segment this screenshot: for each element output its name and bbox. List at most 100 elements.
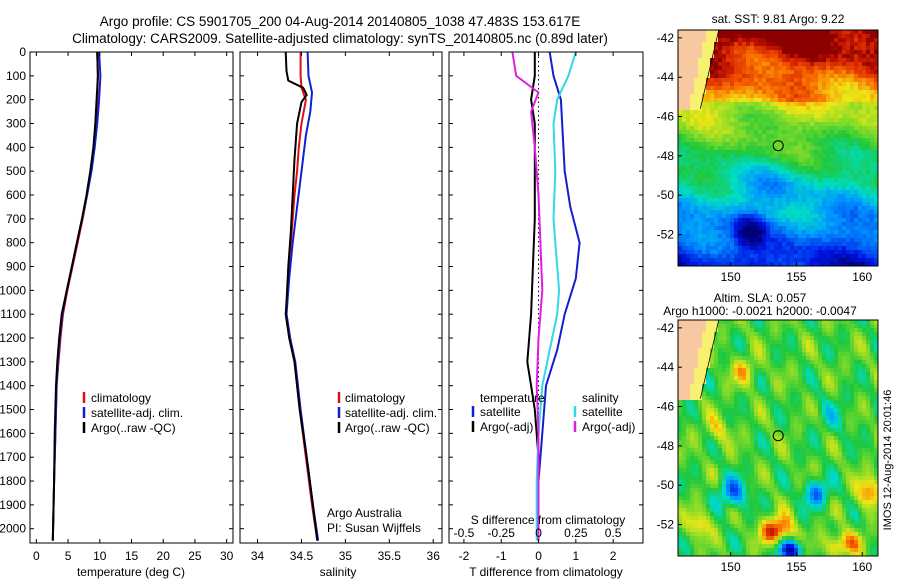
map-cell bbox=[842, 114, 847, 119]
map-cell bbox=[846, 332, 851, 337]
map-cell bbox=[742, 416, 747, 421]
map-cell bbox=[702, 74, 707, 79]
map-cell bbox=[762, 210, 767, 215]
map-cell bbox=[850, 254, 855, 259]
map-cell bbox=[834, 186, 839, 191]
map-cell bbox=[706, 94, 711, 99]
map-cell bbox=[738, 42, 743, 47]
map-cell bbox=[730, 238, 735, 243]
map-cell bbox=[798, 368, 803, 373]
map-cell bbox=[698, 186, 703, 191]
map-cell bbox=[794, 46, 799, 51]
map-cell bbox=[866, 368, 871, 373]
map-cell bbox=[754, 178, 759, 183]
map-cell bbox=[742, 420, 747, 425]
map-cell bbox=[870, 348, 875, 353]
map-cell bbox=[866, 98, 871, 103]
map-cell bbox=[758, 118, 763, 123]
map-cell bbox=[866, 226, 871, 231]
map-cell bbox=[822, 444, 827, 449]
map-cell bbox=[810, 392, 815, 397]
map-cell bbox=[830, 174, 835, 179]
map-cell bbox=[850, 420, 855, 425]
map-cell bbox=[678, 194, 683, 199]
map-cell bbox=[686, 412, 691, 417]
map-cell bbox=[810, 246, 815, 251]
map-cell bbox=[682, 114, 687, 119]
map-cell bbox=[786, 420, 791, 425]
map-cell bbox=[694, 352, 699, 357]
map-cell bbox=[830, 364, 835, 369]
map-cell bbox=[850, 440, 855, 445]
map-cell bbox=[830, 182, 835, 187]
map-cell bbox=[838, 210, 843, 215]
map-cell bbox=[822, 364, 827, 369]
map-cell bbox=[750, 166, 755, 171]
map-cell bbox=[786, 134, 791, 139]
map-cell bbox=[802, 416, 807, 421]
map-cell bbox=[818, 348, 823, 353]
map-cell bbox=[742, 178, 747, 183]
map-cell bbox=[690, 420, 695, 425]
map-cell bbox=[786, 186, 791, 191]
map-cell bbox=[738, 82, 743, 87]
map-cell bbox=[770, 230, 775, 235]
map-cell bbox=[778, 238, 783, 243]
map-cell bbox=[710, 408, 715, 413]
map-cell bbox=[730, 114, 735, 119]
map-cell bbox=[810, 198, 815, 203]
map-cell bbox=[830, 400, 835, 405]
map-cell bbox=[754, 250, 759, 255]
map-cell bbox=[806, 444, 811, 449]
map-cell bbox=[842, 320, 847, 325]
map-cell bbox=[734, 106, 739, 111]
map-cell bbox=[854, 138, 859, 143]
map-cell bbox=[742, 332, 747, 337]
map-cell bbox=[746, 34, 751, 39]
map-cell bbox=[778, 126, 783, 131]
map-cell bbox=[766, 388, 771, 393]
map-cell bbox=[854, 194, 859, 199]
map-cell bbox=[830, 78, 835, 83]
map-cell bbox=[678, 126, 683, 131]
map-cell bbox=[698, 392, 703, 397]
map-cell bbox=[858, 62, 863, 67]
map-cell bbox=[870, 182, 875, 187]
map-cell bbox=[854, 142, 859, 147]
map-cell bbox=[798, 340, 803, 345]
map-cell bbox=[710, 320, 715, 325]
map-cell bbox=[754, 150, 759, 155]
map-cell bbox=[758, 198, 763, 203]
map-cell bbox=[734, 174, 739, 179]
map-cell bbox=[682, 66, 687, 71]
map-cell bbox=[706, 114, 711, 119]
map-cell bbox=[858, 162, 863, 167]
map-cell bbox=[758, 328, 763, 333]
map-cell bbox=[862, 158, 867, 163]
map-cell bbox=[722, 102, 727, 107]
map-cell bbox=[758, 226, 763, 231]
map-cell bbox=[810, 38, 815, 43]
map-cell bbox=[818, 456, 823, 461]
map-cell bbox=[858, 352, 863, 357]
map-cell bbox=[718, 134, 723, 139]
map-cell bbox=[766, 78, 771, 83]
map-cell bbox=[766, 190, 771, 195]
map-cell bbox=[714, 332, 719, 337]
map-cell bbox=[806, 368, 811, 373]
map-cell bbox=[790, 444, 795, 449]
map-cell bbox=[686, 356, 691, 361]
map-cell bbox=[818, 412, 823, 417]
map-cell bbox=[778, 174, 783, 179]
map-cell bbox=[834, 190, 839, 195]
map-cell bbox=[870, 74, 875, 79]
map-cell bbox=[714, 400, 719, 405]
map-cell bbox=[818, 158, 823, 163]
map-cell bbox=[850, 66, 855, 71]
map-cell bbox=[790, 400, 795, 405]
map-cell bbox=[762, 186, 767, 191]
map-cell bbox=[698, 238, 703, 243]
map-cell bbox=[750, 42, 755, 47]
map-cell bbox=[694, 444, 699, 449]
map-cell bbox=[850, 174, 855, 179]
